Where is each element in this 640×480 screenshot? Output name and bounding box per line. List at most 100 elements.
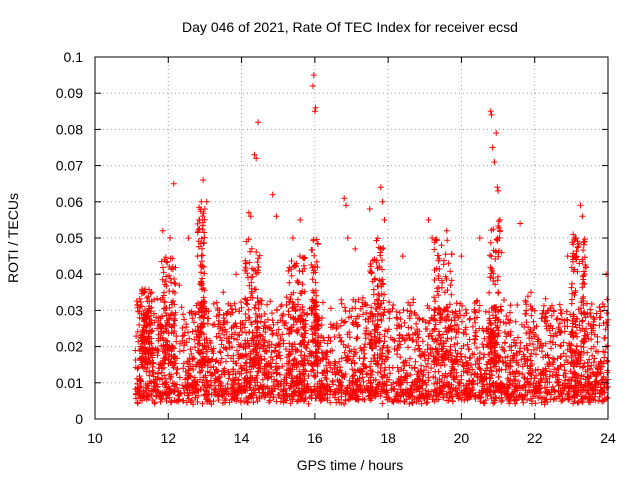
data-point xyxy=(502,340,508,347)
data-point xyxy=(506,360,513,366)
data-point xyxy=(487,252,493,259)
data-point xyxy=(498,387,505,394)
data-point xyxy=(443,275,450,282)
data-point xyxy=(594,368,601,375)
data-point xyxy=(209,371,216,378)
data-point xyxy=(437,319,443,326)
data-point xyxy=(336,358,343,365)
data-point xyxy=(547,368,553,375)
data-point xyxy=(204,320,211,327)
data-point xyxy=(591,331,598,338)
data-point xyxy=(261,392,268,399)
data-point xyxy=(199,400,206,407)
data-point xyxy=(369,384,376,391)
data-point xyxy=(377,347,384,353)
data-point xyxy=(358,347,365,354)
data-point xyxy=(179,325,186,331)
data-point xyxy=(444,237,451,244)
data-point xyxy=(542,314,549,321)
data-point xyxy=(582,383,589,390)
data-point xyxy=(568,353,575,359)
data-point xyxy=(359,374,366,381)
data-point xyxy=(565,376,572,383)
data-point xyxy=(393,314,400,321)
data-point xyxy=(476,360,483,367)
data-point xyxy=(180,332,187,339)
data-point xyxy=(324,368,331,375)
data-point xyxy=(198,235,205,242)
x-tick-label: 10 xyxy=(87,430,103,446)
data-point xyxy=(401,319,408,326)
x-tick-label: 24 xyxy=(600,430,616,446)
data-point xyxy=(458,253,465,260)
data-point xyxy=(568,296,575,303)
data-point xyxy=(309,307,316,314)
data-point xyxy=(246,259,253,266)
data-point xyxy=(367,261,374,267)
data-point xyxy=(293,379,300,386)
data-point xyxy=(242,359,249,366)
data-point xyxy=(462,306,469,313)
data-point xyxy=(510,376,517,383)
data-point xyxy=(486,380,493,387)
data-point xyxy=(347,387,354,394)
data-point xyxy=(437,362,444,369)
data-point xyxy=(288,258,295,264)
data-point xyxy=(382,389,389,395)
data-point xyxy=(167,376,174,382)
data-point xyxy=(139,334,146,341)
data-point xyxy=(252,382,259,389)
data-point xyxy=(210,300,217,307)
data-point xyxy=(422,326,429,332)
data-point xyxy=(199,361,206,368)
data-point xyxy=(436,255,443,262)
data-point xyxy=(254,259,261,266)
data-point xyxy=(273,398,280,405)
data-point xyxy=(377,304,383,311)
data-point xyxy=(149,387,155,394)
data-point xyxy=(250,399,257,406)
data-point xyxy=(315,240,321,247)
data-point xyxy=(467,315,474,322)
data-point xyxy=(342,344,349,351)
x-axis-title: GPS time / hours xyxy=(297,457,404,473)
data-point xyxy=(251,377,258,384)
data-point xyxy=(159,375,166,382)
data-point xyxy=(523,310,530,317)
data-point xyxy=(593,364,599,370)
data-point xyxy=(305,400,312,407)
data-point xyxy=(460,362,466,369)
data-point xyxy=(581,309,588,316)
data-point xyxy=(256,360,262,367)
data-point xyxy=(494,277,501,284)
data-point xyxy=(551,387,558,394)
data-point xyxy=(490,312,496,319)
data-point xyxy=(376,277,383,284)
data-point xyxy=(494,235,501,242)
data-point xyxy=(159,381,166,388)
data-point xyxy=(361,344,368,351)
data-point xyxy=(569,323,576,330)
data-point xyxy=(244,270,251,277)
data-point xyxy=(396,332,403,339)
data-point xyxy=(553,332,560,339)
data-point xyxy=(202,374,209,381)
data-point xyxy=(434,252,441,259)
data-point xyxy=(493,380,500,387)
data-point xyxy=(443,317,450,324)
data-point xyxy=(573,343,580,350)
data-point xyxy=(267,325,274,332)
data-point xyxy=(513,368,520,375)
data-point xyxy=(461,363,468,370)
data-point xyxy=(220,387,227,394)
data-point xyxy=(517,345,524,352)
data-point xyxy=(533,385,540,392)
data-point xyxy=(444,304,451,311)
data-point xyxy=(511,388,518,395)
data-point xyxy=(196,341,203,347)
data-point xyxy=(170,364,177,371)
data-point xyxy=(481,335,488,342)
data-point xyxy=(372,306,379,312)
data-point xyxy=(372,360,379,367)
data-point xyxy=(261,383,268,390)
